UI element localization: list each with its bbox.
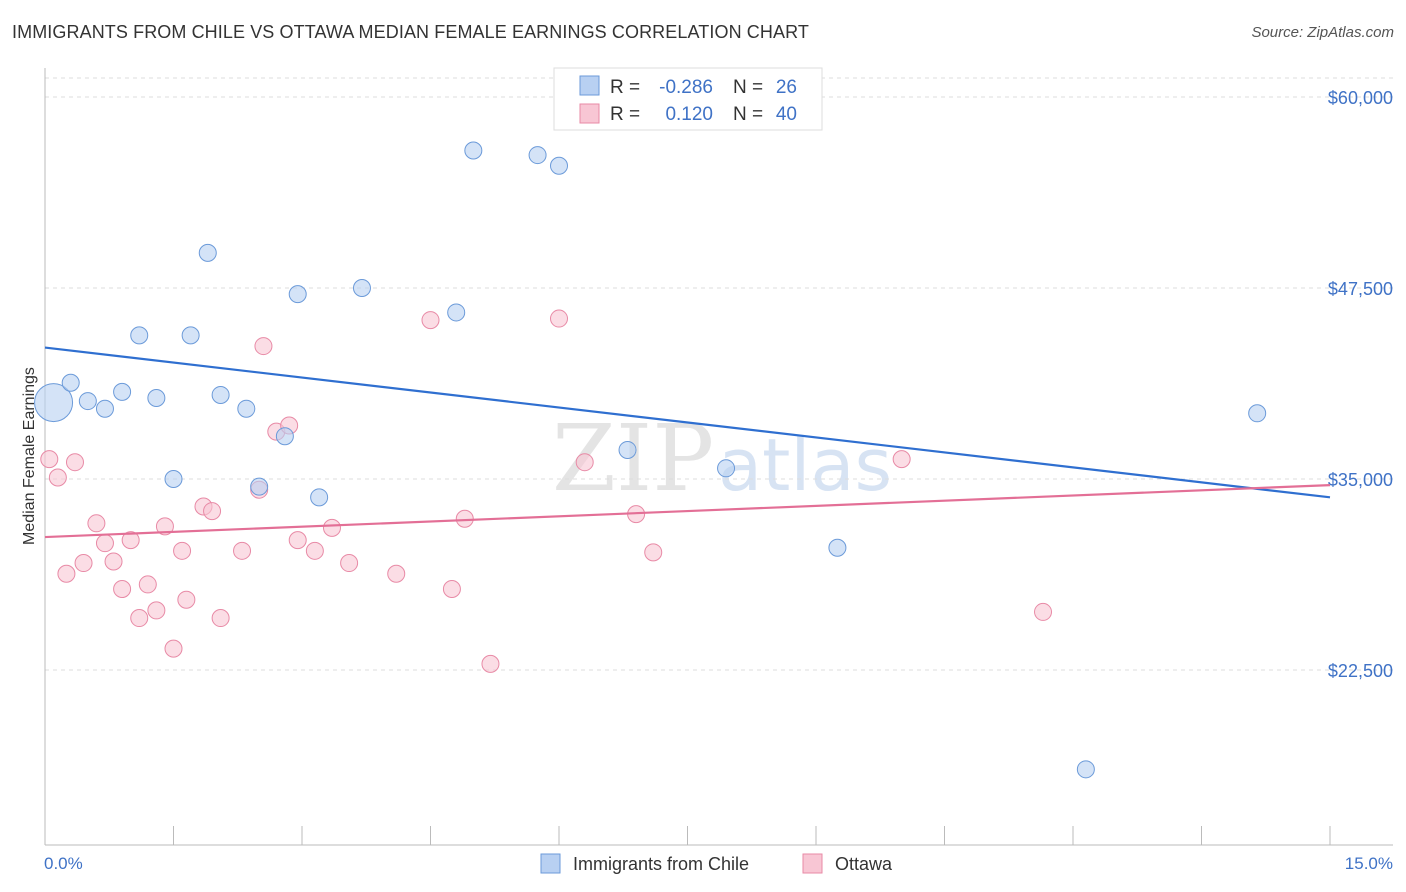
chile-point-24 xyxy=(1076,760,1095,779)
ottawa-point-20 xyxy=(233,541,252,560)
ottawa-point-19 xyxy=(211,609,230,628)
chile-point-9 xyxy=(198,243,217,262)
watermark-zip: ZIP xyxy=(552,405,714,512)
ottawa-point-1 xyxy=(48,468,67,487)
series-legend: Immigrants from Chile Ottawa xyxy=(540,853,893,874)
chile-point-0 xyxy=(34,383,74,423)
x-tick-marks xyxy=(173,826,1331,845)
y-tick-label-3: $22,500 xyxy=(1328,661,1393,681)
legend-swatch-ottawa xyxy=(802,853,823,874)
ottawa-point-30 xyxy=(421,311,440,330)
chile-point-12 xyxy=(250,477,269,496)
ottawa-point-12 xyxy=(147,601,166,620)
chile-point-19 xyxy=(528,146,547,165)
ottawa-point-27 xyxy=(322,518,341,537)
ottawa-point-3 xyxy=(65,453,84,472)
gridlines xyxy=(45,77,1393,671)
y-axis-label: Median Female Earnings xyxy=(21,367,38,545)
chile-point-23 xyxy=(828,538,847,557)
stats-legend: R = -0.286 N = 26 R = 0.120 N = 40 xyxy=(553,67,823,131)
stats-n-value-chile: 26 xyxy=(776,77,797,98)
legend-swatch-chile xyxy=(540,853,561,874)
stats-n-label-chile: N = xyxy=(733,77,763,98)
ottawa-point-11 xyxy=(138,575,157,594)
x-tick-label-1: 15.0% xyxy=(1345,854,1393,873)
chile-point-4 xyxy=(113,382,132,401)
source-credit: Source: ZipAtlas.com xyxy=(1251,24,1394,41)
ottawa-trend-line xyxy=(44,484,1331,539)
ottawa-point-15 xyxy=(173,541,192,560)
ottawa-point-8 xyxy=(113,580,132,599)
chile-point-1 xyxy=(61,373,80,392)
ottawa-point-32 xyxy=(455,509,474,528)
stats-swatch-chile xyxy=(579,75,600,96)
chile-point-16 xyxy=(352,279,371,297)
chile-point-7 xyxy=(164,470,183,488)
x-tick-labels: 0.0% 15.0% xyxy=(44,854,1393,873)
ottawa-point-5 xyxy=(87,514,106,533)
ottawa-point-10 xyxy=(130,609,149,628)
ottawa-point-35 xyxy=(575,453,594,472)
chile-point-10 xyxy=(211,385,230,404)
ottawa-point-16 xyxy=(177,590,196,609)
ottawa-point-0 xyxy=(40,450,59,469)
chile-point-18 xyxy=(464,141,483,160)
trend-lines xyxy=(44,346,1331,539)
y-tick-label-1: $47,500 xyxy=(1328,279,1393,299)
stats-r-label-ottawa: R = xyxy=(610,104,640,125)
ottawa-point-7 xyxy=(104,552,123,571)
chile-trend-line xyxy=(44,346,1331,499)
chile-point-2 xyxy=(78,392,97,411)
ottawa-point-33 xyxy=(481,654,500,673)
legend-label-chile: Immigrants from Chile xyxy=(573,854,749,874)
ottawa-point-18 xyxy=(203,502,222,521)
ottawa-point-38 xyxy=(892,450,911,469)
stats-n-label-ottawa: N = xyxy=(733,104,763,125)
stats-r-value-ottawa: 0.120 xyxy=(665,104,713,125)
chile-point-14 xyxy=(288,285,307,304)
watermark: ZIP atlas xyxy=(552,405,892,512)
stats-swatch-ottawa xyxy=(579,103,600,124)
ottawa-point-29 xyxy=(387,564,406,583)
ottawa-point-2 xyxy=(57,564,76,583)
chile-point-6 xyxy=(147,389,166,408)
stats-r-value-chile: -0.286 xyxy=(659,77,713,98)
ottawa-point-4 xyxy=(74,554,93,573)
chile-points xyxy=(34,141,1267,779)
ottawa-point-26 xyxy=(305,541,324,560)
chile-point-3 xyxy=(95,399,114,418)
ottawa-points xyxy=(40,309,1053,673)
ottawa-point-37 xyxy=(644,543,663,562)
ottawa-point-6 xyxy=(95,534,114,553)
x-tick-label-0: 0.0% xyxy=(44,854,83,873)
ottawa-point-13 xyxy=(155,517,174,536)
chile-point-15 xyxy=(310,488,329,507)
stats-n-value-ottawa: 40 xyxy=(776,104,797,125)
chile-point-17 xyxy=(447,303,466,322)
chile-point-8 xyxy=(181,326,200,345)
chile-point-20 xyxy=(550,156,568,175)
legend-label-ottawa: Ottawa xyxy=(835,854,893,874)
stats-r-label-chile: R = xyxy=(610,77,640,98)
y-tick-labels: $60,000 $47,500 $35,000 $22,500 xyxy=(1328,88,1393,681)
ottawa-point-31 xyxy=(442,580,461,599)
y-tick-label-2: $35,000 xyxy=(1328,470,1393,490)
chile-point-5 xyxy=(130,326,149,345)
ottawa-point-25 xyxy=(288,531,307,550)
chile-point-22 xyxy=(717,459,736,478)
ottawa-point-34 xyxy=(550,309,568,328)
y-tick-label-0: $60,000 xyxy=(1328,88,1393,108)
ottawa-point-39 xyxy=(1034,602,1053,621)
ottawa-point-9 xyxy=(121,531,140,550)
ottawa-point-28 xyxy=(340,554,359,573)
chile-point-21 xyxy=(618,440,637,459)
ottawa-point-22 xyxy=(254,337,273,356)
chile-point-13 xyxy=(275,427,294,446)
chart-title: IMMIGRANTS FROM CHILE VS OTTAWA MEDIAN F… xyxy=(12,22,809,42)
chile-point-25 xyxy=(1248,404,1267,423)
ottawa-point-14 xyxy=(164,639,183,658)
chile-point-11 xyxy=(237,399,256,418)
